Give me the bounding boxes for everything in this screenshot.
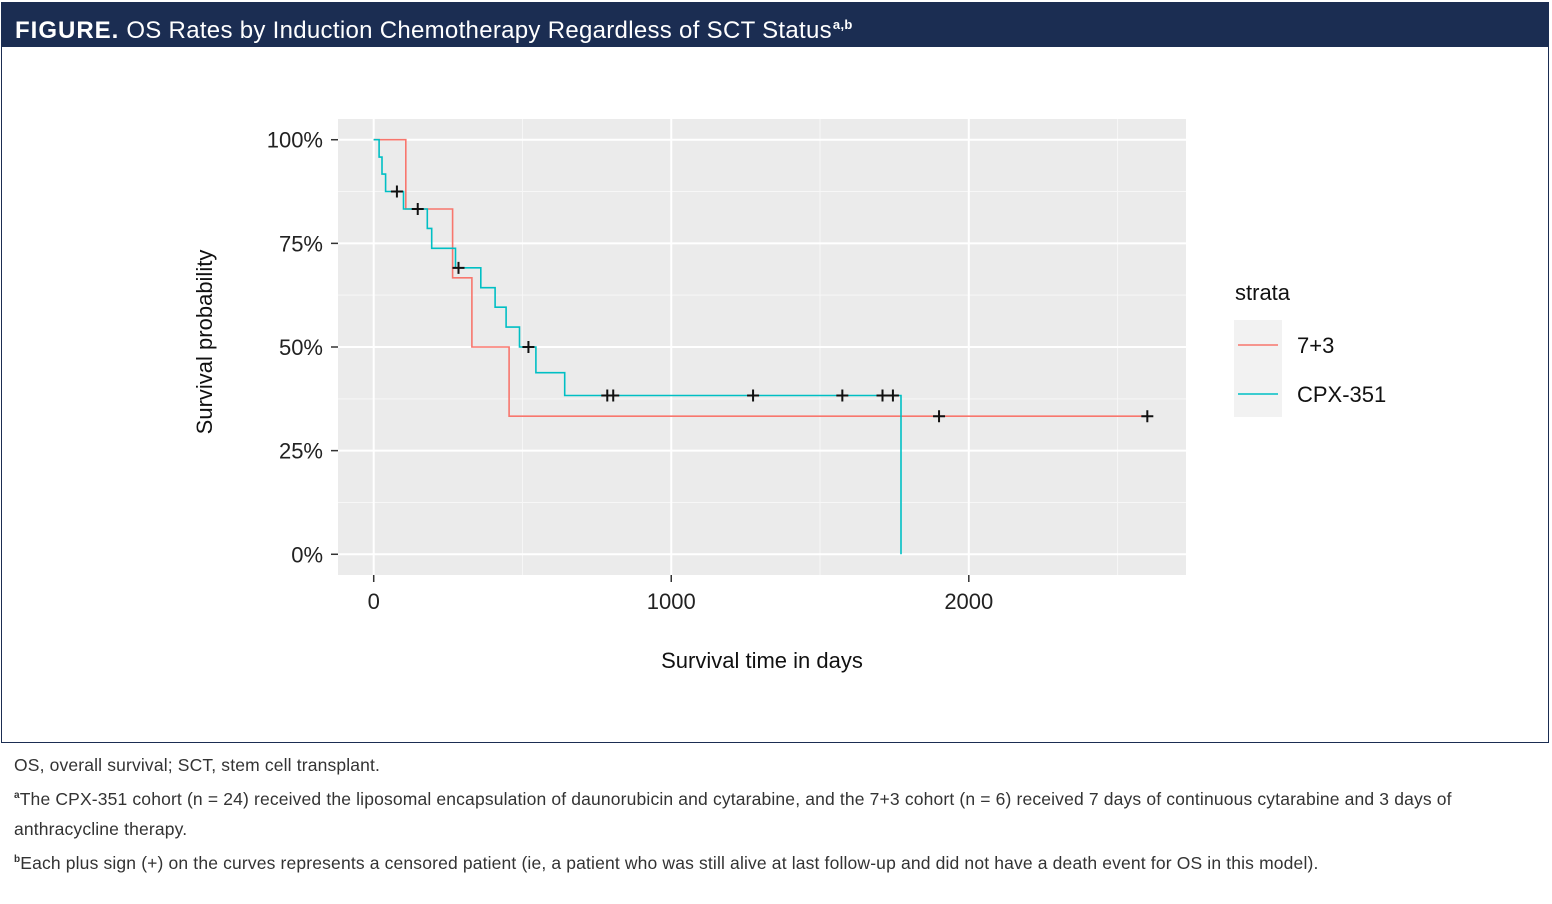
- series-line-7+3: [373, 138, 1148, 418]
- y-tick-label: 0%: [291, 542, 323, 567]
- y-tick-label: 75%: [279, 231, 323, 256]
- legend-label: CPX-351: [1297, 382, 1386, 407]
- footnote-b-text: Each plus sign (+) on the curves represe…: [20, 852, 1319, 873]
- grid-lines: [338, 119, 1186, 575]
- footnote-abbreviations: OS, overall survival; SCT, stem cell tra…: [14, 755, 381, 775]
- y-axis-label: Survival probability: [192, 250, 217, 435]
- censor-marks: [390, 185, 1154, 423]
- censor-mark: [886, 389, 899, 402]
- censor-mark: [747, 389, 760, 402]
- series-line-CPX-351: [373, 138, 902, 555]
- censor-mark: [1141, 410, 1154, 423]
- legend-label: 7+3: [1297, 333, 1334, 358]
- censor-mark: [522, 341, 535, 353]
- censor-mark: [452, 261, 465, 274]
- x-tick-label: 2000: [944, 589, 993, 614]
- legend-title: strata: [1235, 280, 1291, 305]
- censor-mark: [390, 185, 403, 198]
- censor-mark: [836, 389, 849, 402]
- legend: strata 7+3 CPX-351: [1234, 280, 1386, 417]
- legend-key-background: [1234, 320, 1282, 417]
- censor-mark: [876, 389, 889, 402]
- x-tick-label: 0: [368, 589, 380, 614]
- y-tick-label: 100%: [267, 128, 323, 153]
- footnotes: OS, overall survival; SCT, stem cell tra…: [14, 750, 1524, 878]
- survival-chart: 0% 25% 50% 75% 100% 0 1000 2000 Survival time i…: [192, 119, 1386, 673]
- censor-mark: [933, 410, 946, 423]
- footnote-b: bEach plus sign (+) on the curves repres…: [14, 845, 1524, 879]
- figure-title: OS Rates by Induction Chemotherapy Regar…: [126, 17, 832, 44]
- axes: 0% 25% 50% 75% 100% 0 1000 2000: [267, 128, 994, 614]
- x-tick-label: 1000: [647, 589, 696, 614]
- figure-title-superscript: a,b: [832, 17, 853, 32]
- x-axis-label: Survival time in days: [661, 648, 863, 673]
- censor-mark: [411, 202, 424, 215]
- footnote-a: aThe CPX-351 cohort (n = 24) received th…: [14, 781, 1524, 845]
- footnote-a-marker: a: [14, 789, 20, 801]
- y-tick-label: 50%: [279, 335, 323, 360]
- footnote-a-text: The CPX-351 cohort (n = 24) received the…: [14, 788, 1452, 840]
- figure-label: FIGURE.: [15, 17, 120, 44]
- figure-header: FIGURE. OS Rates by Induction Chemothera…: [2, 3, 1548, 47]
- censor-mark: [607, 389, 620, 402]
- footnote-b-marker: b: [14, 853, 21, 865]
- y-tick-label: 25%: [279, 439, 323, 464]
- series-layer: [373, 138, 1148, 555]
